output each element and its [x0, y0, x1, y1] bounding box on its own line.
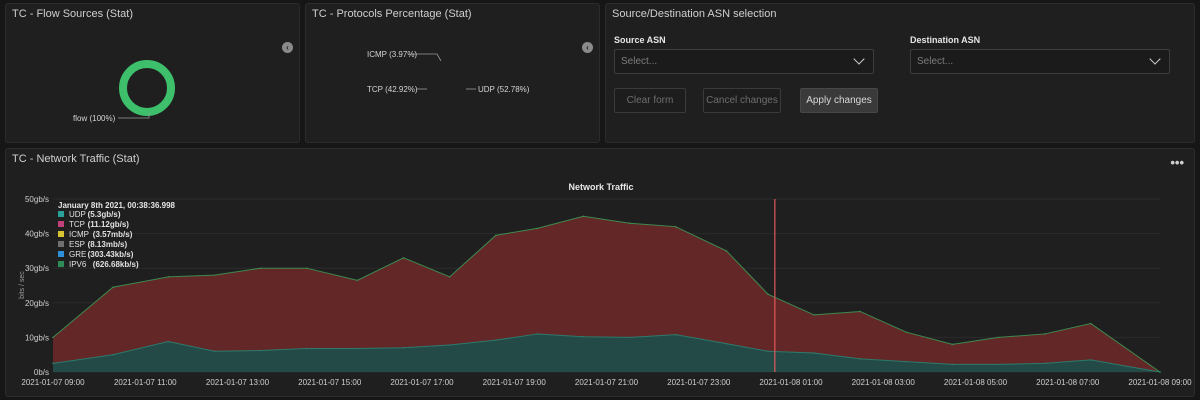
flow-donut: flow (100%) — [73, 60, 175, 123]
network-traffic-panel: TC - Network Traffic (Stat) ••• — [5, 148, 1195, 397]
source-asn-label: Source ASN — [614, 35, 666, 45]
panel-menu-icon[interactable]: ••• — [1170, 155, 1184, 170]
destination-asn-select[interactable]: Select... — [910, 49, 1170, 74]
flow-sources-panel: TC - Flow Sources (Stat) ‹ flow (100%) — [5, 3, 300, 143]
cancel-changes-button[interactable]: Cancel changes — [703, 88, 781, 113]
panel-title: TC - Network Traffic (Stat) — [12, 153, 140, 165]
protocols-donut: ICMP (3.97%) TCP (42.92%) UDP (52.78%) — [367, 50, 530, 94]
slice-label-icmp: ICMP (3.97%) — [367, 50, 417, 59]
leader-line — [118, 113, 150, 119]
clear-form-button[interactable]: Clear form — [614, 88, 686, 113]
leader-line-icmp — [411, 53, 442, 62]
panel-title: Source/Destination ASN selection — [612, 8, 777, 20]
source-asn-select[interactable]: Select... — [614, 49, 874, 74]
collapse-legend-icon[interactable]: ‹ — [282, 42, 293, 53]
panel-title: TC - Protocols Percentage (Stat) — [312, 8, 472, 20]
collapse-legend-icon[interactable]: ‹ — [582, 42, 593, 53]
slice-label-flow: flow (100%) — [73, 114, 116, 123]
slice-label-udp: UDP (52.78%) — [478, 85, 530, 94]
chevron-down-icon — [853, 53, 865, 65]
slice-label-tcp: TCP (42.92%) — [367, 85, 418, 94]
donut-slice-flow[interactable] — [119, 60, 175, 116]
apply-changes-button[interactable]: Apply changes — [800, 88, 878, 113]
protocols-panel: TC - Protocols Percentage (Stat) ‹ ICMP … — [305, 3, 600, 143]
destination-asn-label: Destination ASN — [910, 35, 981, 45]
panel-title: TC - Flow Sources (Stat) — [12, 8, 134, 20]
asn-selection-panel: Source/Destination ASN selection Source … — [605, 3, 1195, 143]
destination-asn-placeholder: Select... — [917, 56, 954, 67]
source-asn-placeholder: Select... — [621, 56, 658, 67]
chevron-down-icon — [1149, 53, 1161, 65]
